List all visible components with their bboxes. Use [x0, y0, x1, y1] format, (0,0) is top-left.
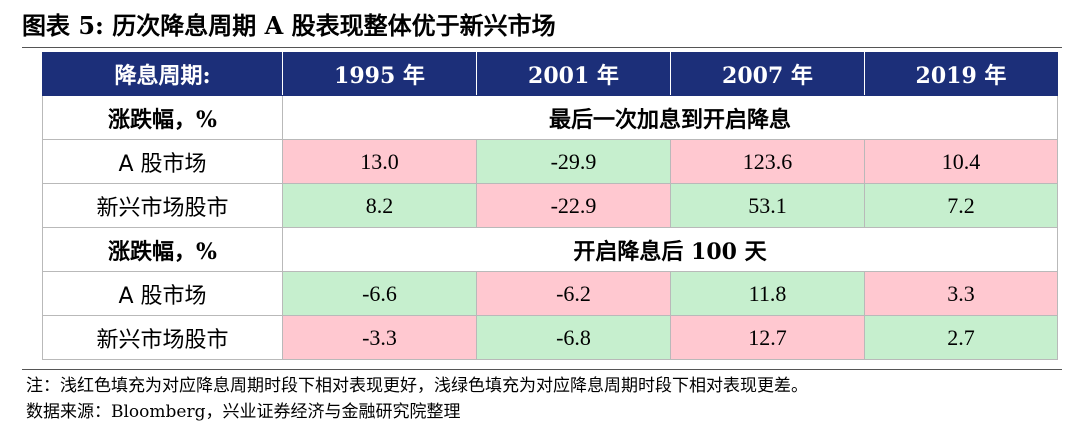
header-year-1995: 1995 年	[282, 52, 477, 96]
row-label: 新兴市场股市	[42, 183, 283, 228]
value-cell: -29.9	[476, 139, 671, 184]
row-label: 新兴市场股市	[42, 315, 283, 360]
section-header-row: 涨跌幅，% 开启降息后 100 天	[42, 227, 1058, 272]
title-divider	[22, 47, 1062, 48]
table-row: 新兴市场股市 -3.3 -6.8 12.7 2.7	[42, 315, 1058, 360]
row-label: A 股市场	[42, 271, 283, 316]
table-row: 新兴市场股市 8.2 -22.9 53.1 7.2	[42, 183, 1058, 228]
section-label: 涨跌幅，%	[42, 95, 283, 140]
section-title: 最后一次加息到开启降息	[282, 95, 1058, 140]
value-cell: 11.8	[670, 271, 865, 316]
value-cell: 2.7	[864, 315, 1058, 360]
table-row: A 股市场 -6.6 -6.2 11.8 3.3	[42, 271, 1058, 316]
value-cell: -6.6	[282, 271, 477, 316]
header-row: 降息周期: 1995 年 2001 年 2007 年 2019 年	[42, 52, 1058, 96]
header-label: 降息周期:	[42, 52, 283, 96]
header-year-2019: 2019 年	[864, 52, 1058, 96]
value-cell: 53.1	[670, 183, 865, 228]
header-year-2007: 2007 年	[670, 52, 865, 96]
value-cell: 3.3	[864, 271, 1058, 316]
value-cell: 12.7	[670, 315, 865, 360]
row-label: A 股市场	[42, 139, 283, 184]
rate-cut-performance-table: 降息周期: 1995 年 2001 年 2007 年 2019 年 涨跌幅，% …	[42, 52, 1058, 360]
value-cell: 7.2	[864, 183, 1058, 228]
section-title: 开启降息后 100 天	[282, 227, 1058, 272]
value-cell: -6.2	[476, 271, 671, 316]
value-cell: -22.9	[476, 183, 671, 228]
value-cell: 8.2	[282, 183, 477, 228]
source-note: 数据来源：Bloomberg，兴业证券经济与金融研究院整理	[26, 402, 461, 422]
value-cell: 10.4	[864, 139, 1058, 184]
figure-title: 图表 5: 历次降息周期 A 股表现整体优于新兴市场	[22, 11, 556, 40]
value-cell: -3.3	[282, 315, 477, 360]
header-year-2001: 2001 年	[476, 52, 671, 96]
value-cell: 13.0	[282, 139, 477, 184]
value-cell: -6.8	[476, 315, 671, 360]
footnote: 注：浅红色填充为对应降息周期时段下相对表现更好，浅绿色填充为对应降息周期时段下相…	[26, 376, 808, 396]
section-header-row: 涨跌幅，% 最后一次加息到开启降息	[42, 95, 1058, 140]
section-label: 涨跌幅，%	[42, 227, 283, 272]
value-cell: 123.6	[670, 139, 865, 184]
table-bottom-divider	[22, 369, 1062, 370]
table-row: A 股市场 13.0 -29.9 123.6 10.4	[42, 139, 1058, 184]
